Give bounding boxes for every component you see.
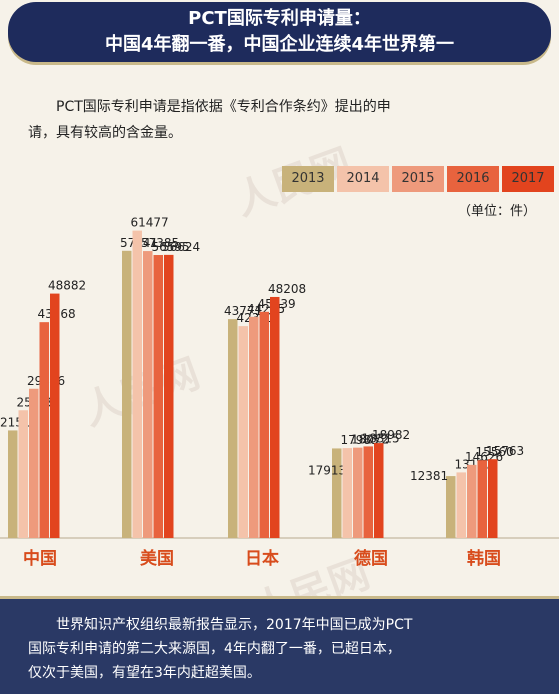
footer-panel: 世界知识产权组织最新报告显示，2017年中国已成为PCT 国际专利申请的第二大来… xyxy=(0,596,559,694)
bar-德国-2015 xyxy=(353,447,363,538)
data-label-韩国-2016: 15560 xyxy=(476,445,514,459)
chart-legend: 2013 2014 2015 2016 2017 xyxy=(282,166,557,192)
bar-韩国-2017 xyxy=(488,459,498,538)
page-title: PCT国际专利申请量： xyxy=(188,8,371,29)
data-label-德国-2014: 17983 xyxy=(341,433,379,447)
data-label-日本-2017: 48208 xyxy=(268,282,306,296)
bar-韩国-2013 xyxy=(446,476,456,538)
category-label-韩国: 韩国 xyxy=(467,548,501,569)
data-label-美国-2016: 56595 xyxy=(152,240,190,254)
data-label-日本-2013: 43771 xyxy=(224,304,262,318)
bar-德国-2014 xyxy=(342,448,352,538)
category-label-德国: 德国 xyxy=(354,548,388,569)
intro-line-1-text: PCT国际专利申请是指依据《专利合作条约》提出的申 xyxy=(56,99,391,115)
category-label-美国: 美国 xyxy=(140,548,174,569)
category-label-中国: 中国 xyxy=(23,548,57,569)
legend-item-2013: 2013 xyxy=(282,166,334,192)
footer-line-1-text: 世界知识产权组织最新报告显示，2017年中国已成为PCT xyxy=(56,617,413,633)
bar-中国-2017 xyxy=(50,293,60,538)
bar-chart: 2151425548298464316848882中国5744161477573… xyxy=(0,216,559,569)
title-banner: PCT国际专利申请量： 中国4年翻一番，中国企业连续4年世界第一 xyxy=(8,2,551,62)
page-subtitle: 中国4年翻一番，中国企业连续4年世界第一 xyxy=(104,34,455,55)
bar-中国-2016 xyxy=(39,322,49,538)
bar-中国-2014 xyxy=(18,410,28,538)
footer-line-3: 仅次于美国，有望在3年内赶超美国。 xyxy=(28,665,261,681)
legend-item-2015: 2015 xyxy=(392,166,444,192)
bar-日本-2016 xyxy=(259,311,269,538)
bar-韩国-2016 xyxy=(477,460,487,538)
bar-韩国-2015 xyxy=(467,464,477,538)
data-label-德国-2016: 18315 xyxy=(362,431,400,445)
bar-日本-2015 xyxy=(249,316,259,538)
footer-line-1: 世界知识产权组织最新报告显示，2017年中国已成为PCT xyxy=(28,613,538,637)
data-label-美国-2015: 57385 xyxy=(141,236,179,250)
bar-中国-2015 xyxy=(29,388,39,538)
bar-美国-2016 xyxy=(153,255,163,538)
bar-美国-2014 xyxy=(132,230,142,539)
data-label-德国-2017: 18982 xyxy=(372,428,410,442)
legend-item-2016: 2016 xyxy=(447,166,499,192)
data-label-美国-2017: 56624 xyxy=(162,240,200,254)
bar-德国-2016 xyxy=(363,446,373,538)
data-label-中国-2017: 48882 xyxy=(48,279,86,293)
data-label-德国-2013: 17913 xyxy=(308,463,346,477)
bar-中国-2013 xyxy=(8,430,18,538)
bar-日本-2017 xyxy=(270,296,280,538)
bar-日本-2014 xyxy=(238,326,248,538)
data-label-韩国-2017: 15763 xyxy=(486,444,524,458)
bar-美国-2013 xyxy=(122,250,132,539)
data-label-韩国-2013: 12381 xyxy=(410,469,448,483)
category-label-日本: 日本 xyxy=(245,548,279,569)
intro-line-1: PCT国际专利申请是指依据《专利合作条约》提出的申 xyxy=(28,94,538,120)
legend-item-2014: 2014 xyxy=(337,166,389,192)
bar-德国-2013 xyxy=(332,448,342,538)
data-label-美国-2014: 61477 xyxy=(131,216,169,230)
unit-label: （单位：件） xyxy=(458,204,537,219)
bar-韩国-2014 xyxy=(456,472,466,538)
intro-line-2: 请，具有较高的含金量。 xyxy=(28,125,182,141)
bar-美国-2015 xyxy=(143,251,153,538)
footer-line-2: 国际专利申请的第二大来源国，4年内翻了一番，已超日本， xyxy=(28,641,401,657)
footer-text: 世界知识产权组织最新报告显示，2017年中国已成为PCT 国际专利申请的第二大来… xyxy=(28,613,538,685)
intro-text: PCT国际专利申请是指依据《专利合作条约》提出的申 请，具有较高的含金量。 xyxy=(28,94,538,146)
bar-德国-2017 xyxy=(374,443,384,538)
bar-美国-2017 xyxy=(164,254,174,538)
legend-item-2017: 2017 xyxy=(502,166,554,192)
bar-日本-2013 xyxy=(228,319,238,538)
